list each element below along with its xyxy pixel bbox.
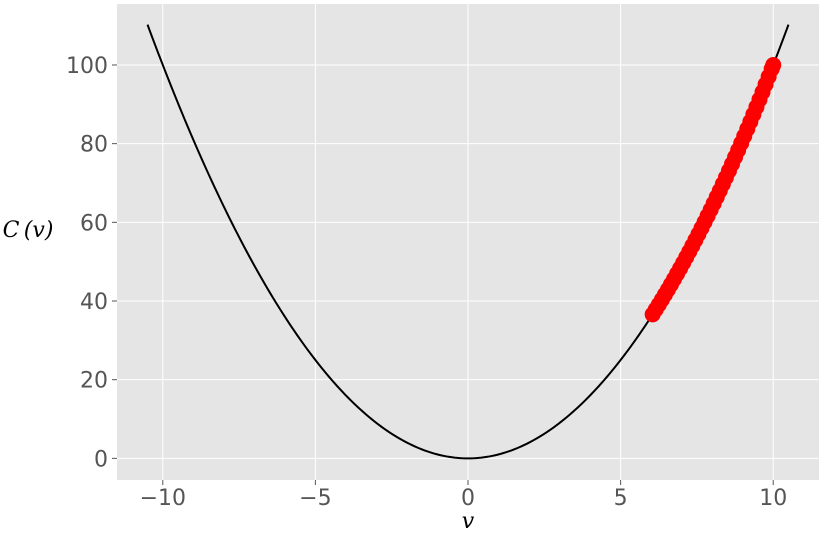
y-tick-label: 0: [94, 447, 108, 472]
y-axis: 0 20 40 60 80 100: [66, 54, 117, 472]
y-tick-label: 20: [80, 369, 108, 394]
x-tick-label: 5: [614, 486, 628, 511]
y-tick-label: 80: [80, 133, 108, 158]
grid: [117, 4, 819, 480]
data-point: [765, 56, 782, 73]
x-tick-label: −10: [140, 486, 186, 511]
x-tick-label: 10: [759, 486, 787, 511]
x-axis-label: v: [462, 509, 475, 534]
y-tick-label: 100: [66, 54, 108, 79]
y-tick-label: 40: [80, 290, 108, 315]
y-tick-label: 60: [80, 211, 108, 236]
y-axis-label: C (v): [3, 218, 54, 243]
points-layer: [644, 56, 782, 323]
x-tick-label: −5: [299, 486, 331, 511]
x-tick-label: 0: [461, 486, 475, 511]
x-axis: −10 −5 0 5 10: [140, 480, 787, 511]
